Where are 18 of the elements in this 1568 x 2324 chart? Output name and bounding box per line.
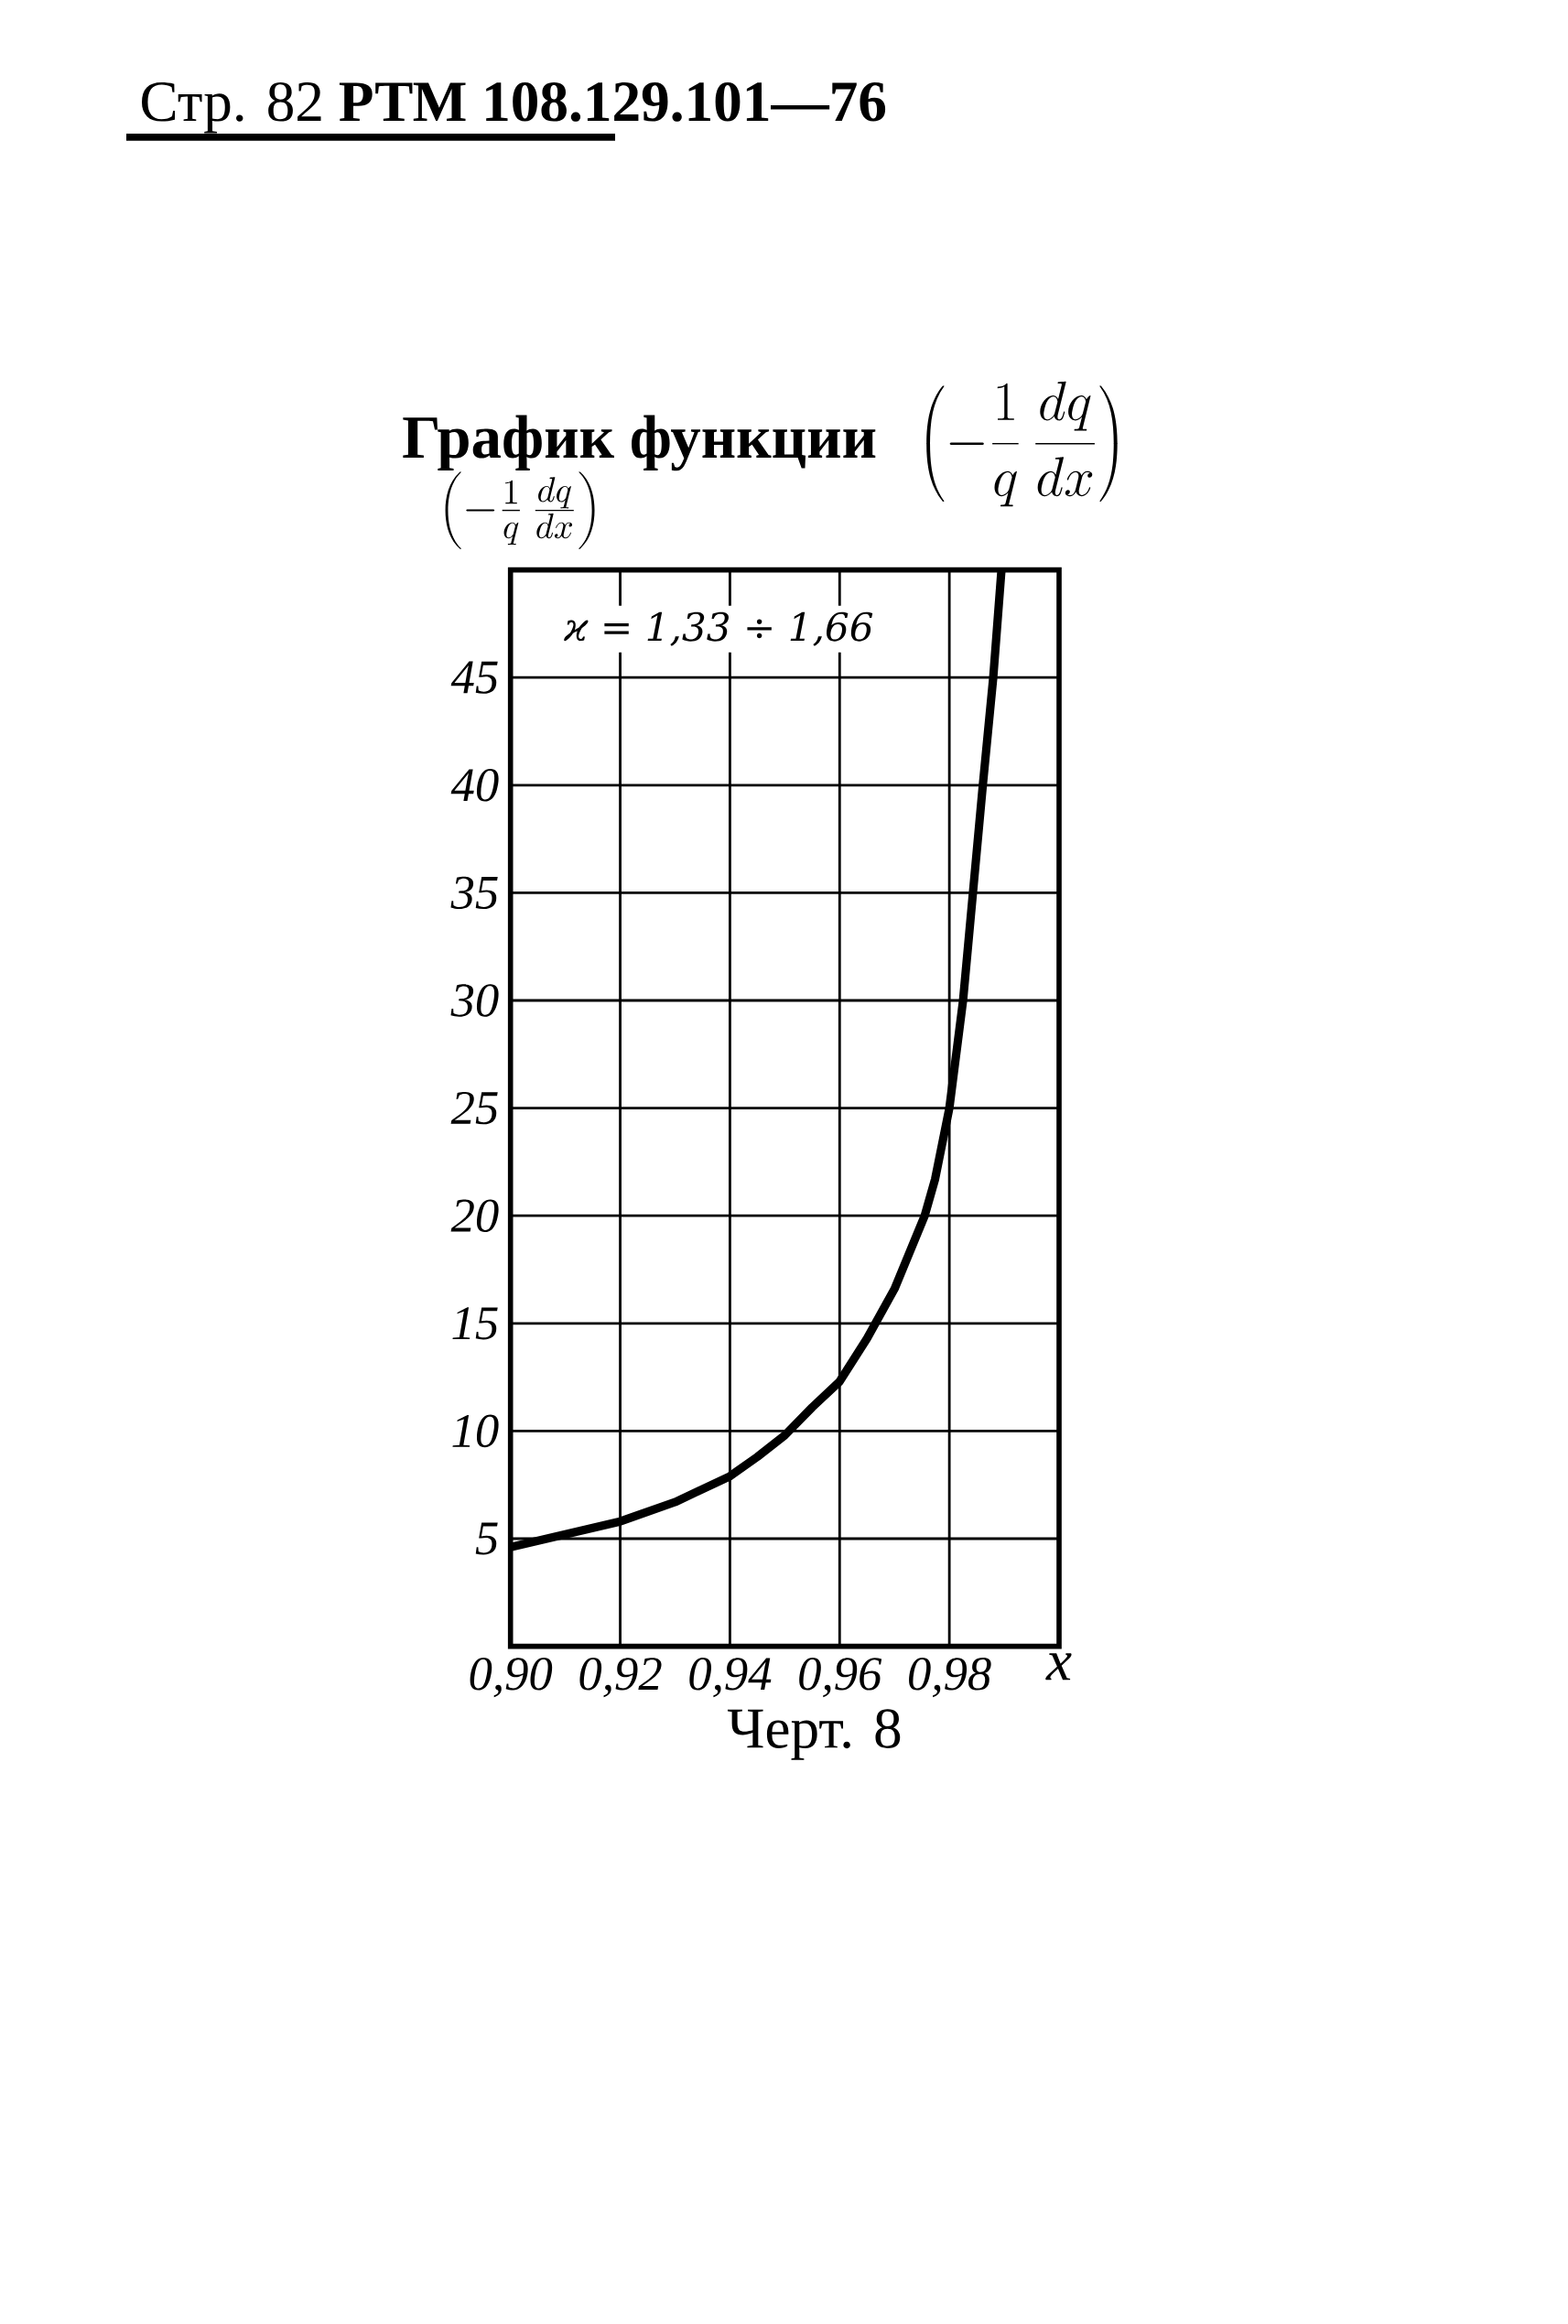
y-tick-label: 25 [450,1091,498,1125]
y-tick-label: 20 [450,1199,499,1232]
y-tick-label: 5 [475,1522,498,1555]
x-tick-label: 0,92 [579,1658,662,1698]
text: Черт. 8 [727,1709,901,1760]
y-tick-label: 45 [450,661,498,694]
y-tick-label: 40 [450,769,499,802]
x-tick-label: 0,96 [799,1658,882,1698]
y-tick-label: 15 [452,1307,498,1340]
x-tick-label: 0,90 [470,1658,553,1698]
y-tick-label: 10 [452,1414,499,1448]
y-tick-label: 35 [450,876,498,910]
y-tick-label: 30 [450,984,499,1017]
x-tick-label: 0,94 [689,1658,772,1698]
x-axis-title: x [1045,1653,1072,1681]
text: Стр. 82 РТМ 108.129.101—76 [142,81,886,134]
x-tick-label: 0,98 [909,1658,991,1698]
annotation: ϰ = 1,33 ÷ 1,66 [564,611,873,646]
